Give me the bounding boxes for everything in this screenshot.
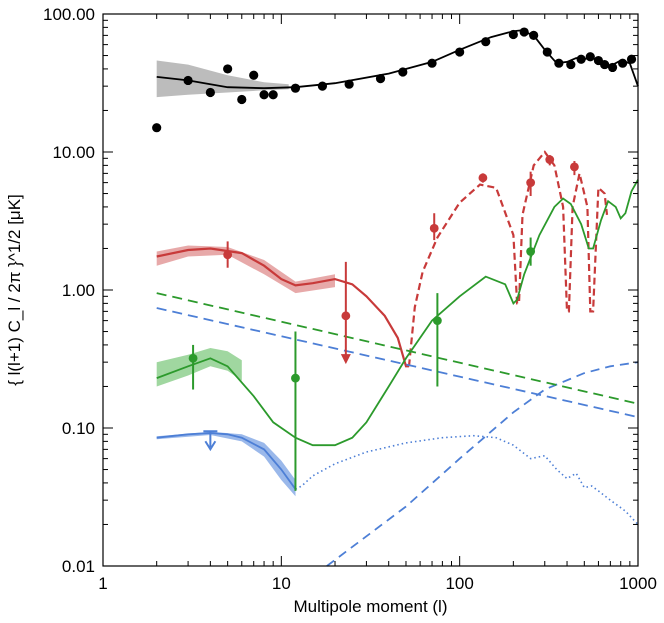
tt-data-point — [508, 29, 518, 40]
y-tick-label: 100.00 — [43, 5, 95, 24]
y-tick-label: 0.10 — [62, 419, 95, 438]
x-tick-label: 10 — [272, 574, 291, 593]
ee-data-point — [223, 250, 233, 260]
tt-data-point — [183, 75, 193, 86]
data-points — [152, 27, 637, 491]
te-data-point — [188, 353, 198, 363]
y-tick-label: 0.01 — [62, 557, 95, 576]
bb-upper-limit-arrow — [204, 440, 217, 452]
ee-data-point — [570, 162, 579, 172]
bb-model-curve-dotted — [295, 434, 639, 526]
tt-data-point — [618, 58, 628, 68]
ee-model-curve-dashed — [407, 150, 609, 367]
tt-data-point — [237, 94, 247, 105]
tt-data-point — [317, 81, 328, 91]
y-axis-label: { l(l+1) C_l / 2π }^1/2 [μK] — [5, 194, 24, 386]
tt-data-point — [398, 67, 408, 77]
bb-model-curve-solid — [156, 432, 297, 490]
tick-labels: 1 10 100 1000 0.01 0.10 1.00 10.00 100.00 — [43, 5, 657, 593]
ee-data-point — [478, 173, 488, 183]
tt-data-point — [600, 59, 610, 70]
tt-data-point — [607, 62, 618, 73]
bb-lensing-curve — [326, 361, 639, 567]
tt-data-point — [152, 123, 162, 133]
te-band — [156, 348, 242, 387]
axis-ticks — [102, 14, 638, 567]
tt-data-point — [554, 58, 564, 68]
tt-data-point — [576, 54, 586, 64]
ee-data-point — [545, 155, 555, 165]
plot-frame — [102, 13, 639, 567]
tt-data-point — [529, 30, 539, 40]
tt-data-point — [290, 83, 301, 93]
tt-data-point — [542, 47, 552, 57]
tt-data-point — [455, 47, 465, 57]
x-axis-label: Multipole moment (l) — [294, 597, 448, 616]
tt-data-point — [223, 64, 233, 74]
tt-data-point — [259, 90, 269, 100]
ee-data-point — [429, 223, 439, 233]
tt-data-point — [375, 74, 386, 84]
tt-data-point — [519, 27, 529, 37]
ee-model-curve-solid — [156, 247, 409, 368]
tt-data-point — [427, 58, 437, 68]
tt-data-point — [205, 87, 215, 98]
y-tick-label: 1.00 — [62, 281, 95, 300]
tt-data-point — [566, 59, 576, 70]
foreground-green-line — [156, 292, 639, 405]
tt-data-point — [481, 37, 491, 47]
tt-data-point — [626, 54, 637, 64]
ee-band — [156, 245, 335, 294]
bb-band — [156, 431, 296, 497]
x-tick-label: 1000 — [619, 574, 657, 593]
model-curves — [156, 29, 639, 567]
uncertainty-bands — [156, 60, 335, 497]
y-tick-label: 10.00 — [52, 143, 95, 162]
ee-lower-arrow — [340, 354, 351, 365]
te-model-curve — [156, 179, 639, 447]
te-data-point — [526, 247, 536, 256]
foreground-blue-line — [156, 307, 639, 418]
te-data-point — [291, 373, 300, 383]
tt-data-point — [585, 52, 595, 62]
x-tick-label: 1 — [98, 574, 107, 593]
ee-data-point — [526, 178, 536, 188]
te-data-point — [432, 316, 442, 326]
tt-data-point — [344, 79, 354, 89]
x-tick-label: 100 — [445, 574, 473, 593]
ee-data-point — [341, 311, 351, 321]
tt-data-point — [249, 70, 259, 80]
tt-data-point — [268, 90, 278, 100]
